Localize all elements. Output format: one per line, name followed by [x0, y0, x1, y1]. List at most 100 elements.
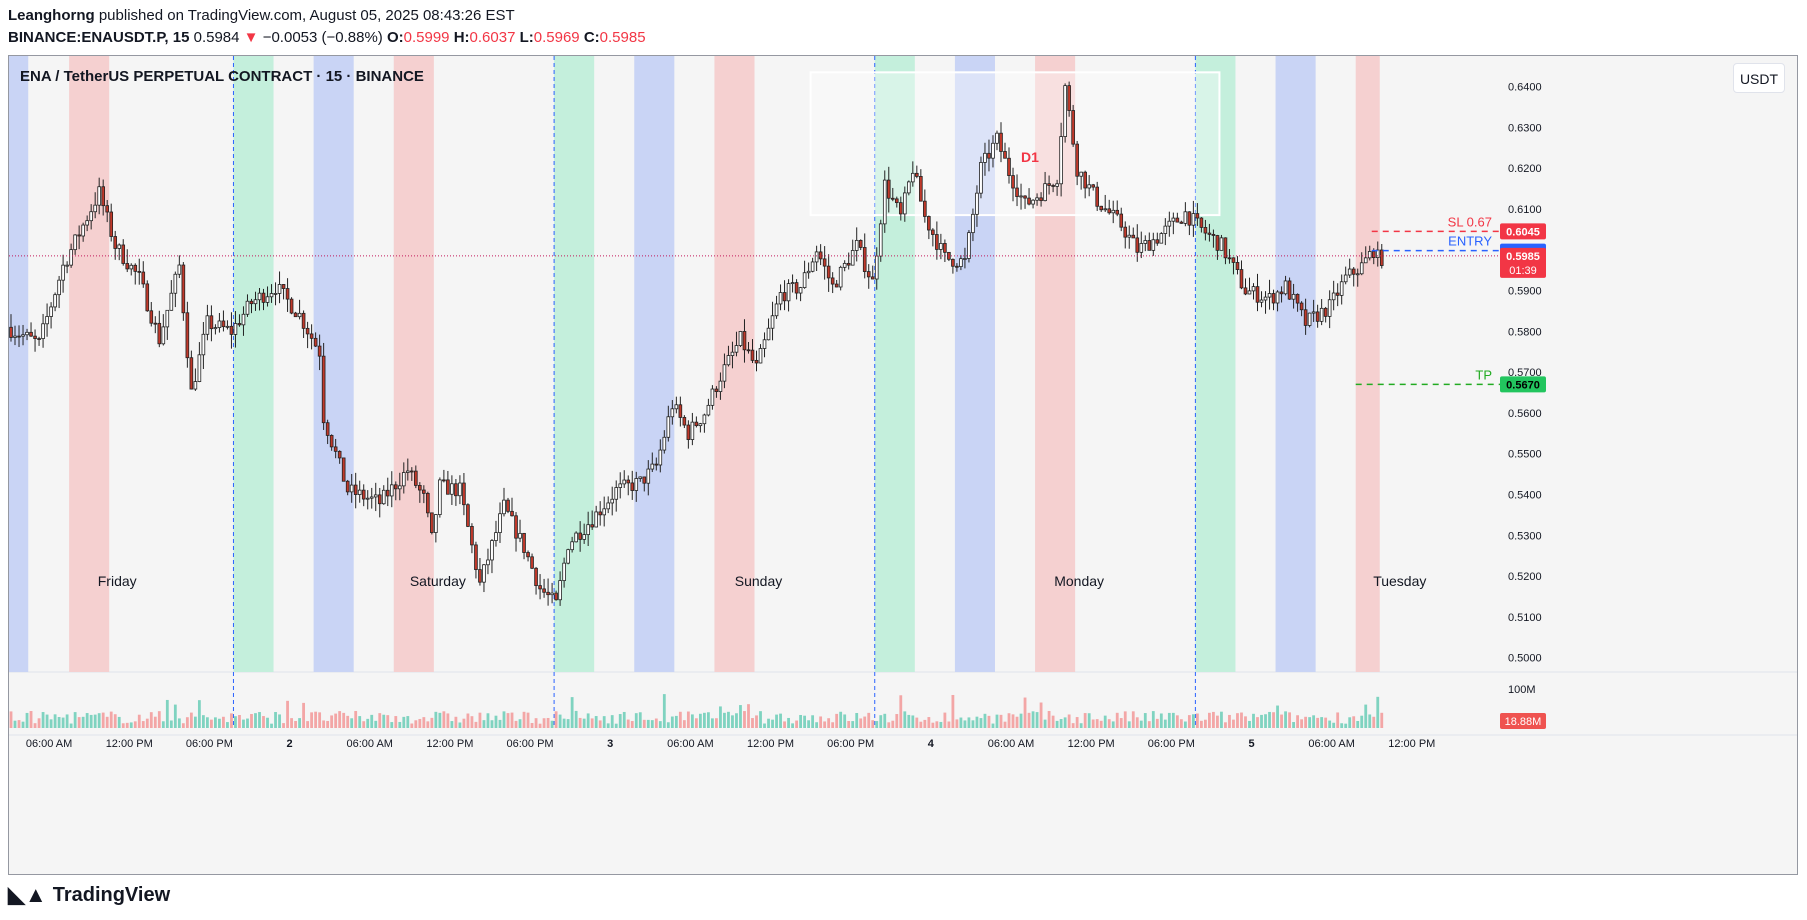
- volume-bar: [1007, 713, 1011, 728]
- candle-body: [1223, 237, 1228, 259]
- time-axis-tick: 06:00 PM: [186, 738, 233, 750]
- d1-zone-box[interactable]: [809, 71, 1221, 217]
- session-band: [954, 56, 995, 672]
- candle-body: [482, 564, 486, 583]
- volume-bar: [707, 712, 710, 728]
- candle-body: [1295, 293, 1300, 304]
- candle-body: [1091, 184, 1095, 188]
- volume-bar: [546, 717, 550, 728]
- volume-bar: [1027, 712, 1031, 728]
- candle-body: [1327, 299, 1332, 317]
- volume-bar: [711, 718, 714, 728]
- candle-body: [462, 482, 466, 506]
- volume-bar: [999, 714, 1003, 728]
- volume-bar: [181, 723, 185, 728]
- time-axis-tick: 06:00 PM: [827, 738, 874, 750]
- volume-bar: [971, 720, 975, 728]
- candle-body: [1163, 225, 1168, 234]
- candle-body: [73, 234, 77, 251]
- volume-bar: [1348, 717, 1352, 728]
- volume-bar: [735, 713, 738, 728]
- candle-body: [1371, 251, 1376, 259]
- candle-body: [786, 283, 791, 302]
- volume-bar: [582, 718, 586, 728]
- volume-bar: [1204, 719, 1207, 728]
- volume-bar: [819, 716, 823, 728]
- ohlc-line: BINANCE:ENAUSDT.P, 15 0.5984 ▼ −0.0053 (…: [8, 28, 646, 48]
- volume-bar: [895, 714, 899, 728]
- candle-body: [506, 499, 510, 512]
- candle-body: [237, 323, 242, 326]
- volume-bar: [169, 720, 173, 728]
- candle-body: [165, 309, 170, 328]
- sl-price-tag: 0.6045: [1506, 226, 1540, 238]
- volume-bar: [41, 712, 45, 728]
- volume-bar: [915, 717, 919, 728]
- candle-body: [999, 132, 1003, 152]
- volume-bar: [77, 717, 81, 728]
- volume-bar: [602, 716, 606, 728]
- candle-body: [790, 282, 795, 285]
- volume-bar: [1171, 712, 1175, 728]
- volume-bar: [346, 715, 350, 728]
- volume-bar: [1067, 714, 1071, 728]
- candle-body: [89, 211, 93, 222]
- author-name[interactable]: Leanghorng: [8, 7, 95, 24]
- volume-bar: [1095, 719, 1099, 728]
- volume-bar: [1316, 717, 1320, 728]
- chart-canvas[interactable]: D1 SL 0.67 ENTRY TP 0.6400 0.6300 0.6200 0.6100…: [0, 0, 1807, 880]
- tradingview-logo[interactable]: ◣▲ TradingView: [8, 882, 170, 908]
- volume-bar: [189, 712, 193, 728]
- volume-bar: [310, 712, 314, 728]
- currency-button[interactable]: USDT: [1733, 63, 1785, 93]
- volume-bar: [246, 718, 249, 728]
- volume-bar: [578, 717, 582, 728]
- volume-bar: [1195, 713, 1199, 728]
- candle-body: [253, 299, 258, 305]
- candle-body: [939, 243, 943, 250]
- candle-body: [1279, 291, 1284, 295]
- volume-bar: [626, 719, 630, 728]
- candle-body: [710, 388, 715, 406]
- volume-bar: [21, 721, 25, 728]
- candle-body: [197, 354, 202, 382]
- volume-bar: [731, 715, 734, 728]
- day-label: Sunday: [735, 573, 782, 589]
- candle-body: [337, 450, 342, 459]
- volume-bar: [1360, 715, 1364, 728]
- volume-bar: [795, 720, 798, 728]
- candle-body: [1131, 234, 1136, 239]
- volume-bar: [362, 721, 366, 728]
- candle-body: [257, 292, 262, 301]
- candle-body: [634, 478, 639, 491]
- candle-body: [377, 494, 382, 505]
- volume-bar: [975, 716, 979, 728]
- candle-body: [1211, 233, 1216, 236]
- candle-body: [890, 197, 895, 200]
- candle-body: [1191, 213, 1196, 226]
- candle-body: [706, 404, 711, 416]
- time-axis-tick: 12:00 PM: [106, 738, 153, 750]
- candle-body: [722, 364, 727, 382]
- volume-bar: [117, 716, 121, 728]
- volume-bar: [410, 723, 414, 728]
- down-arrow-icon: ▼: [243, 29, 259, 46]
- volume-bar: [193, 716, 197, 728]
- volume-bar: [883, 713, 887, 728]
- candle-body: [562, 562, 566, 581]
- candle-body: [397, 485, 402, 490]
- volume-bar: [1131, 711, 1135, 728]
- volume-bar: [1151, 711, 1155, 728]
- volume-bar: [618, 714, 622, 728]
- volume-bar: [1344, 723, 1348, 728]
- volume-pane[interactable]: [9, 672, 1500, 732]
- volume-bar: [931, 722, 935, 728]
- volume-bar: [1212, 711, 1215, 728]
- volume-bar: [907, 714, 911, 728]
- time-axis-tick: 06:00 AM: [1308, 738, 1354, 750]
- candle-body: [129, 264, 134, 270]
- candle-body: [1331, 292, 1336, 301]
- low-label: L:: [519, 29, 534, 46]
- volume-bar: [318, 712, 322, 728]
- volume-bar: [1224, 722, 1227, 728]
